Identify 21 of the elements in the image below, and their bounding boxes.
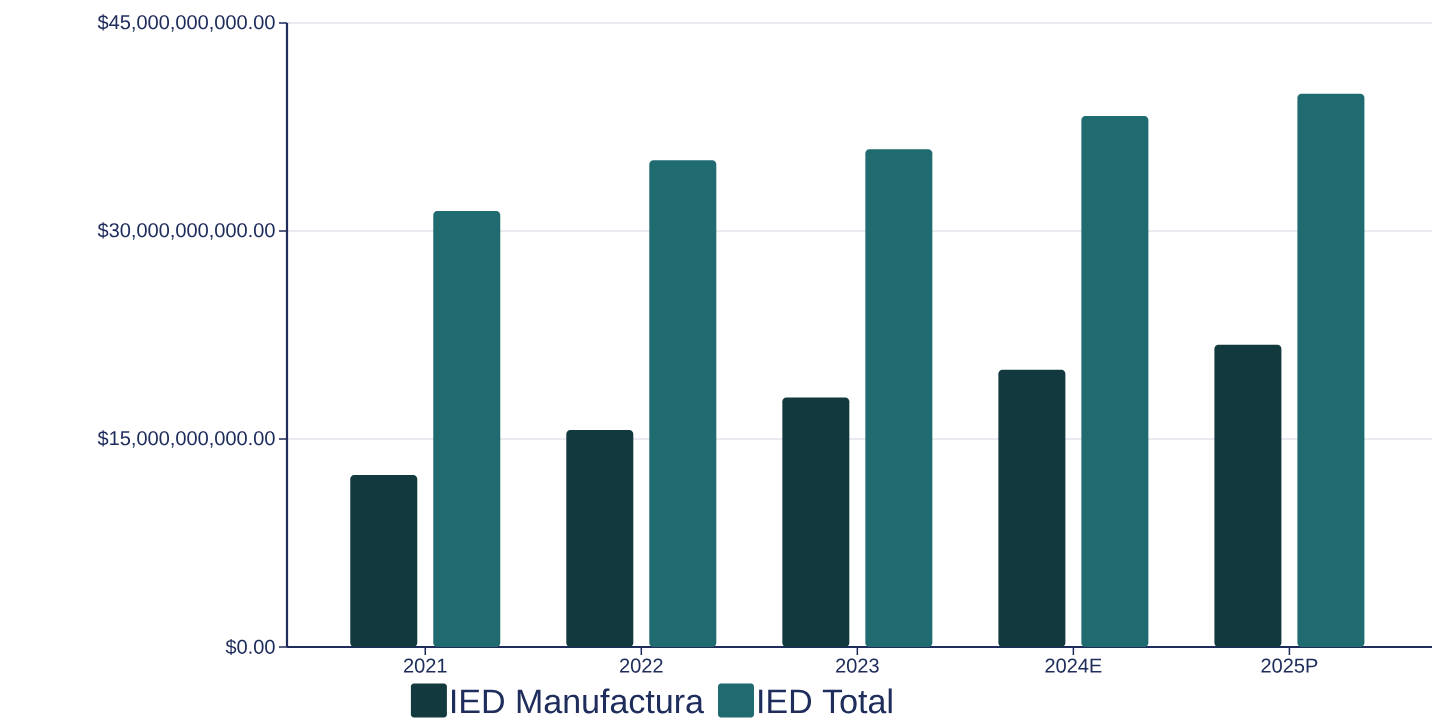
legend-label: IED Total [759,688,892,714]
legend-label: IED Manufactura [452,688,704,714]
y-tick-label: $30,000,000,000.00 [97,222,275,240]
y-tick-label: $45,000,000,000.00 [97,14,275,32]
bar [998,369,1066,647]
bar [1297,93,1365,647]
x-tick-label: 2023 [836,658,879,673]
bar [1081,115,1149,647]
x-tick-label: 2022 [620,658,663,673]
y-tick-label: $0.00 [225,638,275,656]
x-tick-label: 2024E [1045,658,1102,673]
bar [1214,344,1282,647]
bar [649,160,717,647]
x-tick-label: 2025P [1261,658,1318,673]
x-tick-label: 2021 [404,658,447,673]
bar [433,210,501,647]
y-tick-label: $15,000,000,000.00 [97,430,275,448]
bar [782,397,850,647]
bar [566,429,634,647]
bar [865,149,933,647]
bar [350,475,418,647]
